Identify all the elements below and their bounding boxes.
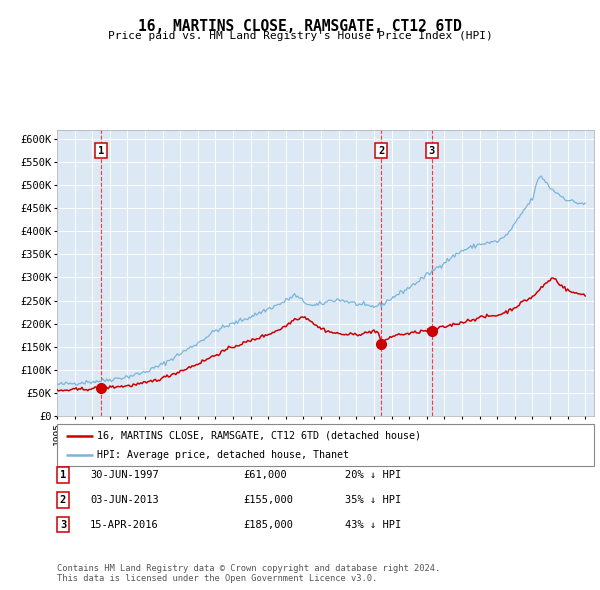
Text: 3: 3 — [60, 520, 66, 529]
Text: 30-JUN-1997: 30-JUN-1997 — [90, 470, 159, 480]
Text: HPI: Average price, detached house, Thanet: HPI: Average price, detached house, Than… — [97, 450, 349, 460]
Text: 16, MARTINS CLOSE, RAMSGATE, CT12 6TD: 16, MARTINS CLOSE, RAMSGATE, CT12 6TD — [138, 19, 462, 34]
Text: Contains HM Land Registry data © Crown copyright and database right 2024.
This d: Contains HM Land Registry data © Crown c… — [57, 563, 440, 583]
Text: £155,000: £155,000 — [243, 495, 293, 504]
Text: 1: 1 — [60, 470, 66, 480]
Text: Price paid vs. HM Land Registry's House Price Index (HPI): Price paid vs. HM Land Registry's House … — [107, 31, 493, 41]
Text: 15-APR-2016: 15-APR-2016 — [90, 520, 159, 529]
Text: £61,000: £61,000 — [243, 470, 287, 480]
Text: 03-JUN-2013: 03-JUN-2013 — [90, 495, 159, 504]
Text: £185,000: £185,000 — [243, 520, 293, 529]
Text: 3: 3 — [429, 146, 435, 156]
Text: 2: 2 — [60, 495, 66, 504]
Text: 20% ↓ HPI: 20% ↓ HPI — [345, 470, 401, 480]
Text: 1: 1 — [98, 146, 104, 156]
Text: 43% ↓ HPI: 43% ↓ HPI — [345, 520, 401, 529]
Text: 35% ↓ HPI: 35% ↓ HPI — [345, 495, 401, 504]
Text: 16, MARTINS CLOSE, RAMSGATE, CT12 6TD (detached house): 16, MARTINS CLOSE, RAMSGATE, CT12 6TD (d… — [97, 431, 421, 441]
Text: 2: 2 — [378, 146, 385, 156]
